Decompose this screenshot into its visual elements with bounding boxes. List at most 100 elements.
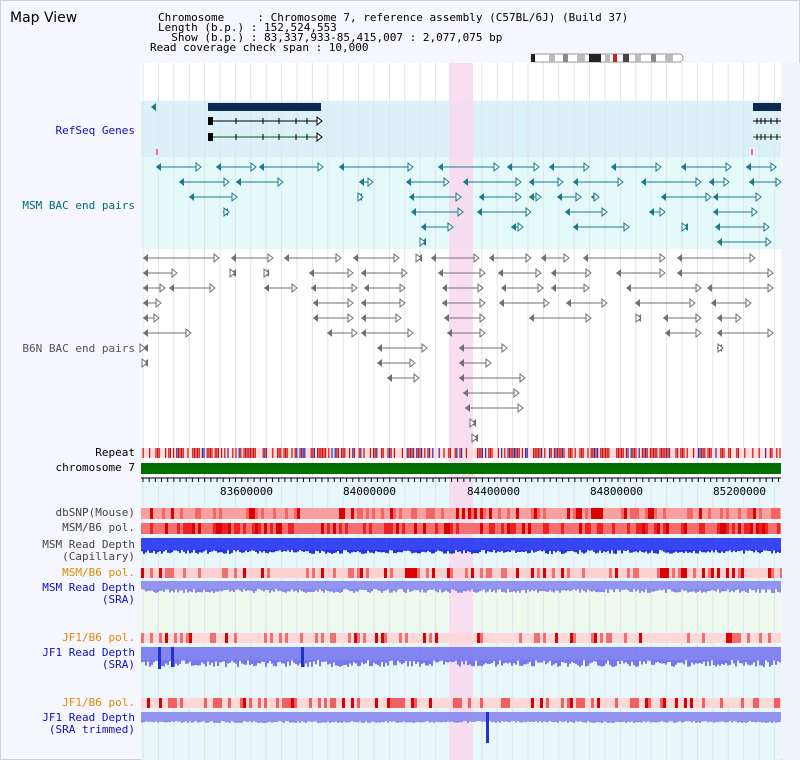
track-label-jf1-trimmed[interactable]: JF1 Read Depth	[42, 711, 135, 724]
polymorphism-cell	[222, 523, 225, 534]
polymorphism-cell	[315, 633, 318, 643]
track-label-jf1-b6-pol-2[interactable]: JF1/B6 pol.	[62, 696, 135, 709]
read-depth-bar	[353, 589, 355, 593]
read-depth-bar	[417, 589, 419, 590]
read-depth-bar	[771, 721, 773, 723]
read-depth-bar	[407, 660, 409, 667]
b6n-bac-pair-end	[767, 267, 774, 279]
read-depth-bar	[181, 589, 183, 591]
repeat-element	[710, 448, 712, 458]
repeat-element	[675, 448, 677, 458]
read-depth-bar	[495, 550, 497, 553]
track-label-jf1-b6-pol[interactable]: JF1/B6 pol.	[62, 631, 135, 644]
polymorphism-cell	[759, 508, 762, 519]
read-depth-bar	[425, 660, 427, 666]
read-depth-bar	[497, 660, 499, 665]
read-depth-bar	[383, 660, 385, 667]
polymorphism-cell	[732, 633, 735, 643]
read-depth-bar	[505, 550, 507, 553]
read-depth-bar	[503, 660, 505, 664]
read-depth-bar	[695, 660, 697, 664]
b6n-bac-pair-end	[717, 314, 722, 322]
read-depth-bar	[563, 660, 565, 663]
read-depth-bar	[165, 721, 167, 723]
track-label-repeat[interactable]: Repeat	[95, 446, 135, 459]
b6n-bac-pair-end	[735, 312, 742, 324]
polymorphism-cell	[435, 523, 438, 534]
track-label-b6n-bac[interactable]: B6N BAC end pairs	[22, 342, 135, 355]
polymorphism-cell	[678, 568, 681, 578]
track-label-msm-bac[interactable]: MSM BAC end pairs	[22, 199, 135, 212]
read-depth-bar	[213, 660, 215, 667]
track-label-refseq[interactable]: RefSeq Genes	[55, 124, 135, 137]
read-depth-bar	[689, 660, 691, 667]
read-depth-bar	[631, 589, 633, 593]
polymorphism-cell	[333, 698, 336, 708]
read-depth-bar	[157, 721, 159, 723]
polymorphism-cell	[294, 508, 297, 519]
b6n-bac-pair-end	[347, 267, 354, 279]
read-depth-bar	[225, 550, 227, 554]
b6n-bac-pair-end	[566, 299, 571, 307]
track-label-jf1-depth[interactable]: JF1 Read Depth	[42, 646, 135, 659]
msm-bac-pair-end	[649, 208, 654, 216]
polymorphism-cell	[321, 568, 324, 578]
read-depth-bar	[775, 660, 777, 665]
polymorphism-cell	[528, 523, 531, 534]
read-depth-bar	[331, 589, 333, 592]
read-depth-bar	[551, 589, 553, 592]
read-depth-bar	[739, 589, 741, 593]
repeat-element	[513, 448, 515, 458]
repeat-element	[608, 448, 610, 458]
repeat-element	[461, 448, 463, 458]
msm-bac-pair-end	[339, 163, 344, 171]
read-depth-bar	[537, 589, 539, 593]
repeat-element	[358, 448, 360, 458]
track-label-msm-b6-pol-2[interactable]: MSM/B6 pol.	[62, 566, 135, 579]
read-depth-bar	[677, 721, 679, 722]
track-label-msm-depth-sra[interactable]: MSM Read Depth	[42, 581, 135, 594]
read-depth-bar	[761, 721, 763, 723]
read-depth-bar	[255, 589, 257, 592]
read-depth-bar	[549, 550, 551, 552]
read-depth-bar	[773, 589, 775, 593]
track-label-chromosome[interactable]: chromosome 7	[55, 461, 135, 474]
read-depth-bar	[175, 660, 177, 664]
repeat-element	[553, 448, 555, 458]
track-label-msm-b6-pol[interactable]: MSM/B6 pol.	[62, 521, 135, 534]
polymorphism-cell	[762, 523, 765, 534]
read-depth-bar	[325, 721, 327, 723]
b6n-bac-pair-end	[361, 314, 366, 322]
polymorphism-cell	[327, 523, 330, 534]
read-depth-bar	[671, 550, 673, 554]
read-depth-bar	[399, 550, 401, 553]
read-depth-bar	[683, 660, 685, 665]
b6n-bac-pair-end	[327, 329, 332, 337]
polymorphism-cell	[588, 523, 591, 534]
read-depth-bar	[273, 589, 275, 592]
polymorphism-cell	[606, 633, 609, 643]
track-label-dbsnp[interactable]: dbSNP(Mouse)	[55, 506, 135, 519]
track-label-msm-depth-cap[interactable]: MSM Read Depth	[42, 538, 135, 551]
read-depth-bar	[727, 660, 729, 666]
repeat-element	[779, 448, 781, 458]
read-depth-bar	[229, 550, 231, 554]
read-depth-bar	[507, 721, 509, 722]
repeat-element	[646, 448, 648, 458]
repeat-element	[526, 448, 528, 458]
polymorphism-cell	[279, 523, 282, 534]
polymorphism-cell	[228, 698, 231, 708]
read-depth-bar	[639, 660, 641, 661]
read-depth-bar	[299, 589, 301, 590]
polymorphism-cell	[414, 568, 417, 578]
polymorphism-cell	[363, 633, 366, 643]
read-depth-bar	[547, 550, 549, 554]
read-depth-bar	[551, 550, 553, 554]
b6n-bac-pair-end	[263, 267, 270, 279]
read-depth-bar	[409, 589, 411, 592]
read-depth-bar	[387, 721, 389, 723]
read-depth-bar	[537, 660, 539, 663]
read-depth-bar	[387, 550, 389, 554]
polymorphism-cell	[591, 633, 594, 643]
